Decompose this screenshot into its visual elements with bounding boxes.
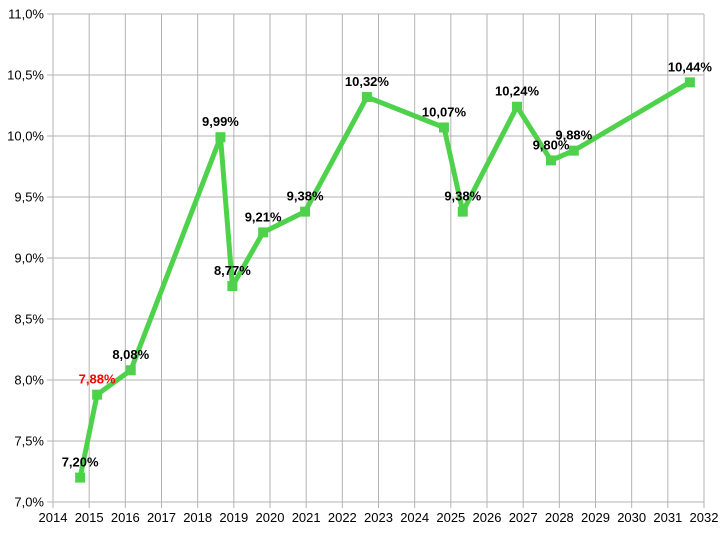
data-point-label: 9,21% xyxy=(245,209,282,224)
data-point-marker xyxy=(75,472,86,483)
x-axis-tick-label: 2016 xyxy=(111,510,140,525)
data-point-label: 9,38% xyxy=(287,189,324,204)
data-point-label: 9,88% xyxy=(555,128,592,143)
data-point-marker xyxy=(215,132,226,143)
data-point-marker xyxy=(512,101,523,112)
x-axis-tick-label: 2025 xyxy=(436,510,465,525)
data-point-label: 9,38% xyxy=(444,189,481,204)
data-point-label: 7,20% xyxy=(62,455,99,470)
x-axis-tick-label: 2028 xyxy=(545,510,574,525)
y-axis-tick-label: 7,5% xyxy=(14,434,44,449)
x-axis-tick-label: 2014 xyxy=(39,510,68,525)
data-point-label: 10,32% xyxy=(345,74,390,89)
x-axis-tick-label: 2024 xyxy=(400,510,429,525)
data-point-marker xyxy=(568,145,579,156)
x-axis-tick-label: 2031 xyxy=(653,510,682,525)
y-axis-tick-label: 9,0% xyxy=(14,251,44,266)
data-point-marker xyxy=(457,206,468,217)
data-point-marker xyxy=(125,365,136,376)
data-point-marker xyxy=(684,77,695,88)
data-point-label: 10,24% xyxy=(495,84,540,99)
x-axis-tick-label: 2032 xyxy=(690,510,719,525)
x-axis-tick-label: 2022 xyxy=(328,510,357,525)
data-point-marker xyxy=(92,389,103,400)
data-point-marker xyxy=(438,122,449,133)
x-axis-tick-label: 2027 xyxy=(509,510,538,525)
x-axis-tick-label: 2017 xyxy=(147,510,176,525)
data-point-label: 9,80% xyxy=(533,137,570,152)
data-point-marker xyxy=(300,206,311,217)
y-axis-tick-label: 11,0% xyxy=(8,7,44,22)
x-axis-tick-label: 2020 xyxy=(256,510,285,525)
data-point-marker xyxy=(546,155,557,166)
data-point-label: 7,88% xyxy=(79,372,116,387)
data-point-label: 10,07% xyxy=(422,104,467,119)
y-axis-tick-label: 10,5% xyxy=(7,68,44,83)
x-axis-tick-label: 2030 xyxy=(617,510,646,525)
x-axis-tick-label: 2018 xyxy=(183,510,212,525)
y-axis-tick-label: 8,5% xyxy=(14,312,44,327)
data-point-label: 10,44% xyxy=(668,59,713,74)
x-axis-tick-label: 2019 xyxy=(219,510,248,525)
x-axis-tick-label: 2029 xyxy=(581,510,610,525)
data-point-marker xyxy=(227,281,238,292)
y-axis-tick-label: 10,0% xyxy=(7,129,44,144)
series-line xyxy=(77,80,692,479)
y-axis-tick-label: 8,0% xyxy=(14,373,44,388)
x-axis-tick-label: 2023 xyxy=(364,510,393,525)
data-point-label: 9,99% xyxy=(202,114,239,129)
data-point-marker xyxy=(258,227,269,238)
data-point-label: 8,77% xyxy=(214,263,251,278)
x-axis-tick-label: 2015 xyxy=(75,510,104,525)
x-axis-tick-label: 2021 xyxy=(292,510,321,525)
y-axis-tick-label: 9,5% xyxy=(14,190,44,205)
data-point-label: 8,08% xyxy=(112,347,149,362)
data-point-marker xyxy=(361,91,372,102)
x-axis-tick-label: 2026 xyxy=(473,510,502,525)
y-axis-tick-label: 7,0% xyxy=(14,495,44,510)
